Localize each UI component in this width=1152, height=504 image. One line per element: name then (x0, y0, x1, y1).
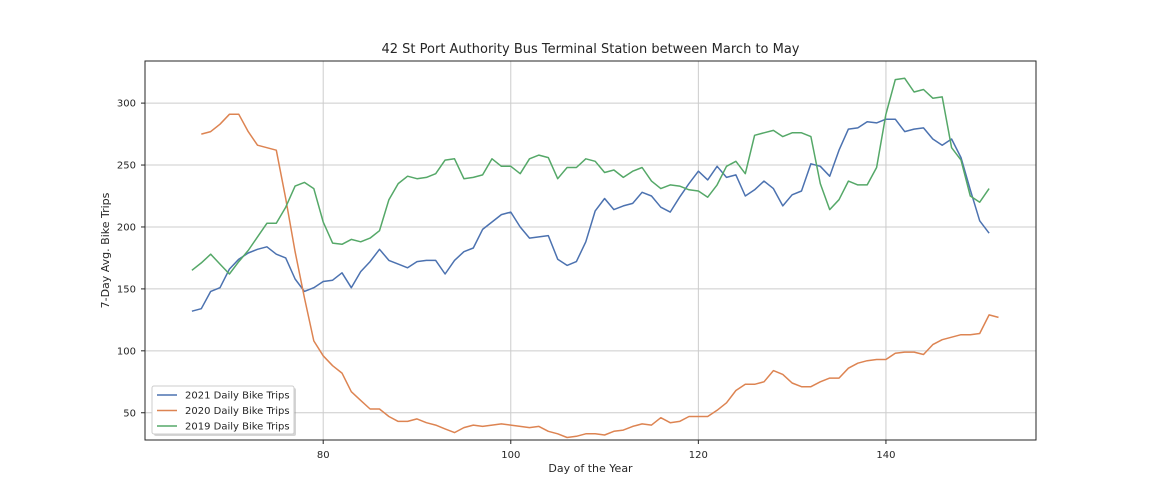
y-tick-label: 150 (117, 284, 136, 295)
x-tick-label: 100 (501, 450, 520, 461)
grid-lines (145, 61, 1036, 440)
y-tick-label: 50 (123, 408, 136, 419)
series-line-0 (191, 118, 990, 312)
legend-label: 2019 Daily Bike Trips (185, 422, 290, 433)
chart-title: 42 St Port Authority Bus Terminal Statio… (381, 42, 799, 57)
legend-label: 2021 Daily Bike Trips (185, 391, 290, 402)
y-tick-label: 300 (117, 99, 136, 110)
series-lines (191, 77, 999, 439)
legend: 2021 Daily Bike Trips 2020 Daily Bike Tri… (151, 385, 296, 436)
x-tick-label: 120 (689, 450, 708, 461)
y-tick-label: 200 (117, 222, 136, 233)
y-axis-label: 7-Day Avg. Bike Trips (99, 192, 112, 308)
axis-ticks: 80 100 120 140 50 100 150 200 250 300 (117, 99, 896, 461)
series-line-2 (191, 77, 990, 275)
legend-items: 2021 Daily Bike Trips 2020 Daily Bike Tri… (157, 391, 290, 433)
x-tick-label: 80 (317, 450, 330, 461)
legend-label: 2020 Daily Bike Trips (185, 406, 290, 417)
x-tick-label: 140 (876, 450, 895, 461)
y-tick-label: 250 (117, 161, 136, 172)
y-tick-label: 100 (117, 346, 136, 357)
series-line-1 (201, 113, 999, 439)
legend-box (151, 385, 295, 435)
plot-frame (144, 60, 1037, 441)
x-axis-label: Day of the Year (548, 462, 633, 475)
